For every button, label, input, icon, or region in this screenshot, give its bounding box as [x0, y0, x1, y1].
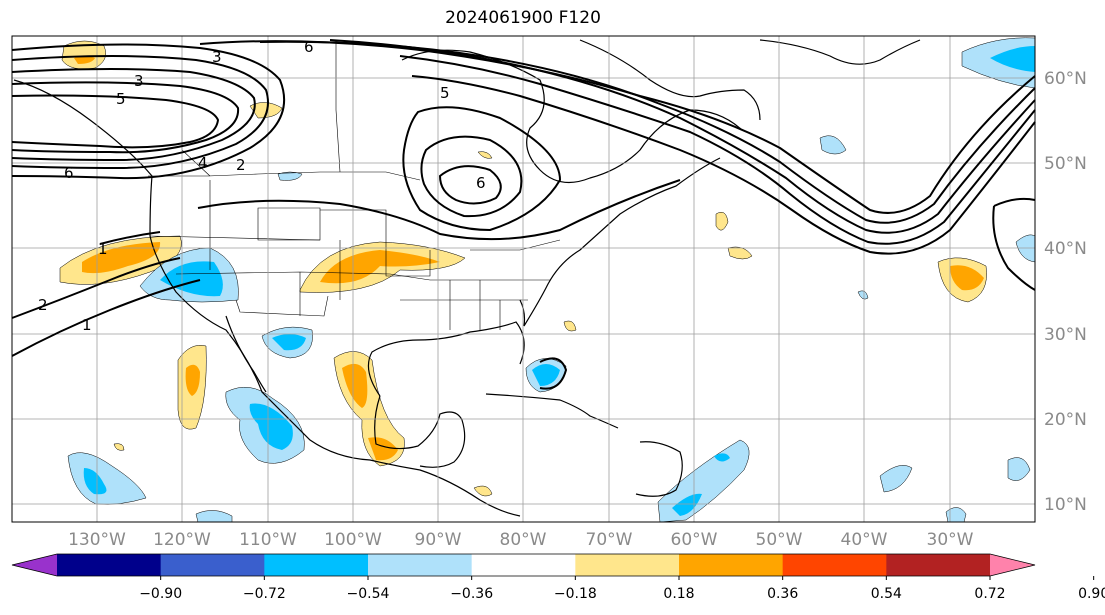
latitude-labels: 60°N 50°N 40°N 30°N 20°N 10°N [1044, 69, 1087, 515]
colorbar-tick-label: 0.36 [767, 586, 798, 602]
contour-label: 3 [212, 48, 222, 66]
colorbar-extend-high [990, 554, 1035, 576]
anomaly-positive-area [473, 485, 493, 497]
contour-label: 2 [38, 296, 48, 314]
gridlines [12, 36, 1035, 522]
lat-label: 10°N [1044, 495, 1087, 515]
anomaly-negative-area [819, 135, 847, 155]
colorbar-segment [782, 554, 887, 576]
map-title: 2024061900 F120 [445, 8, 601, 28]
coastlines [13, 39, 921, 517]
anomaly-positive-area [715, 212, 729, 231]
contour-lines [11, 39, 1036, 390]
anomaly-positive-area [477, 151, 493, 159]
lon-label: 110°W [239, 530, 297, 550]
lat-label: 40°N [1044, 239, 1087, 259]
lon-label: 70°W [586, 530, 633, 550]
anomaly-positive-area [727, 246, 753, 260]
anomaly-negative-area [277, 171, 303, 181]
lon-label: 100°W [324, 530, 382, 550]
colorbar-segment [368, 554, 473, 576]
colorbar-segment [160, 554, 265, 576]
colorbar-tick-label: 0.72 [974, 586, 1005, 602]
lon-label: 60°W [671, 530, 718, 550]
anomaly-negative-area [945, 507, 967, 523]
anomaly-negative-area [879, 465, 913, 493]
colorbar-segment [264, 554, 369, 576]
contour-label: 6 [476, 174, 486, 192]
lat-label: 60°N [1044, 69, 1087, 89]
contour-label: 2 [236, 156, 246, 174]
contour-label: 1 [82, 316, 92, 334]
shaded-fields [59, 37, 1036, 523]
lat-label: 30°N [1044, 325, 1087, 345]
lon-label: 40°W [841, 530, 888, 550]
colorbar-tick-label: −0.90 [139, 586, 182, 602]
colorbar-segment [471, 554, 576, 576]
colorbar-tick-label: 0.54 [871, 586, 902, 602]
map-frame [11, 35, 1036, 523]
colorbar-tick-label: −0.54 [347, 586, 390, 602]
contour-label: 5 [440, 84, 450, 102]
political-borders [148, 40, 561, 330]
contour-label: 6 [64, 164, 74, 182]
colorbar-segment [886, 554, 991, 576]
contour-labels: 3 6 3 5 5 4 2 6 6 1 2 1 [38, 38, 486, 334]
colorbar-tick-label: 0.18 [663, 586, 694, 602]
anomaly-negative-area [195, 510, 233, 523]
contour-label: 5 [116, 90, 126, 108]
contour-label: 4 [198, 154, 208, 172]
lon-label: 120°W [153, 530, 211, 550]
longitude-labels: 130°W 120°W 110°W 100°W 90°W 80°W 70°W 6… [68, 530, 974, 550]
anomaly-negative-area [1007, 457, 1031, 481]
lon-label: 130°W [68, 530, 126, 550]
colorbar-tick-label: −0.72 [243, 586, 286, 602]
lat-label: 20°N [1044, 410, 1087, 430]
colorbar-extend-low [12, 554, 57, 576]
anomaly-negative-area [857, 290, 869, 300]
lon-label: 90°W [415, 530, 462, 550]
contour-label: 3 [134, 72, 144, 90]
anomaly-positive-area [563, 320, 577, 332]
contour-label: 1 [98, 240, 108, 258]
lon-label: 30°W [927, 530, 974, 550]
anomaly-positive-area [113, 443, 125, 451]
lon-label: 50°W [756, 530, 803, 550]
colorbar-tick-label: −0.36 [450, 586, 493, 602]
colorbar [11, 553, 1036, 577]
colorbar-tick-label: −0.18 [554, 586, 597, 602]
anomaly-positive-area [61, 40, 106, 70]
lat-label: 50°N [1044, 154, 1087, 174]
colorbar-tick-labels: −0.90 −0.72 −0.54 −0.36 −0.18 0.18 0.36 0.54 0.7… [139, 576, 1105, 602]
colorbar-segment [679, 554, 784, 576]
contour-label: 6 [304, 38, 314, 56]
colorbar-segment [575, 554, 680, 576]
colorbar-outline [11, 553, 1036, 577]
colorbar-segment [57, 554, 162, 576]
lon-label: 80°W [500, 530, 547, 550]
colorbar-tick-label: 0.90 [1078, 586, 1105, 602]
